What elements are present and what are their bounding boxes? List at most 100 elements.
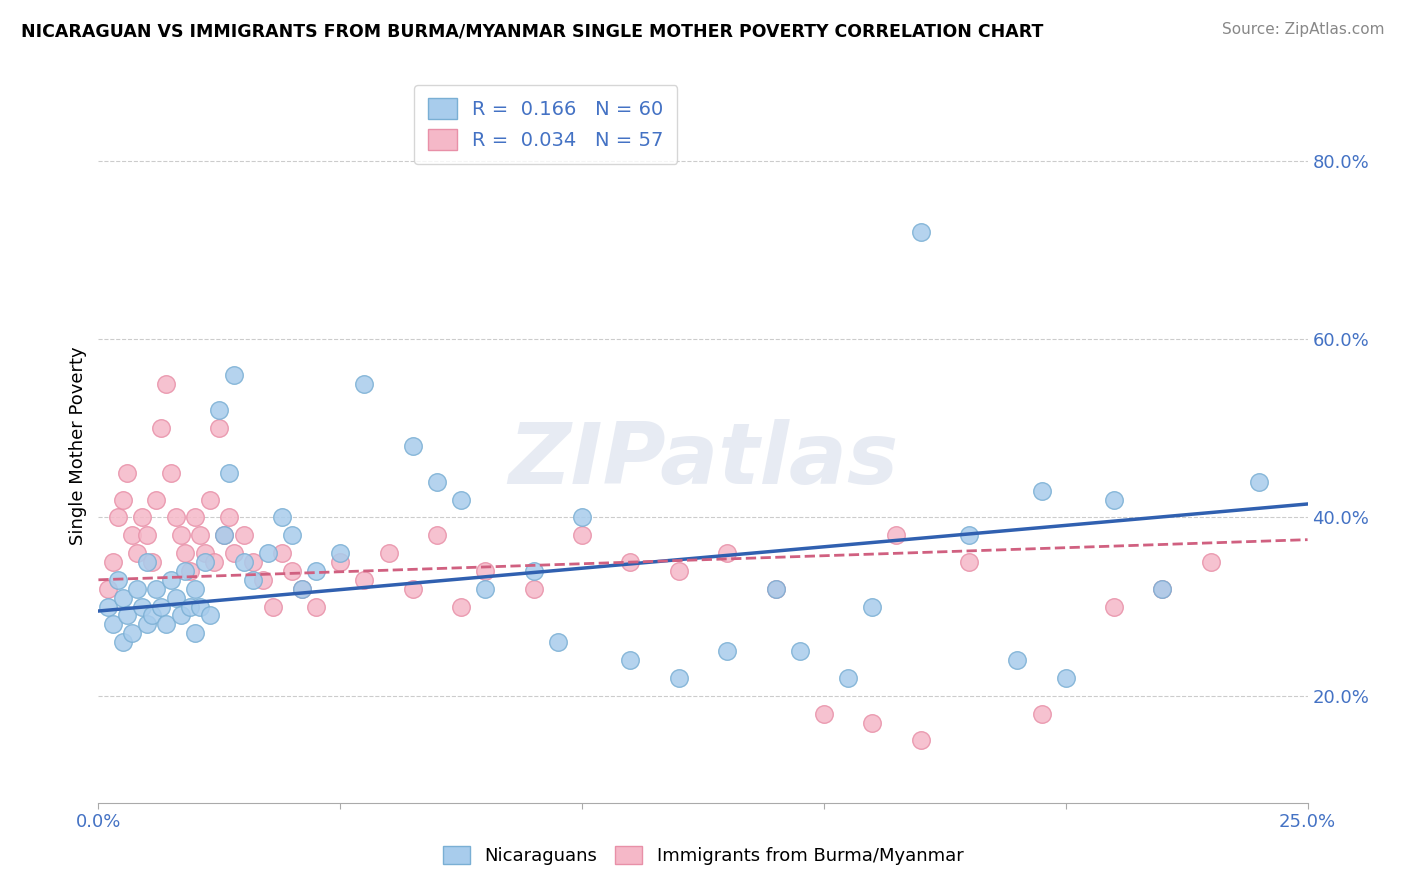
Point [256,546,278,560]
Point [107,573,129,587]
Point [571,528,593,542]
Point [155,617,177,632]
Point [571,510,593,524]
Point [450,599,472,614]
Point [1199,555,1222,569]
Point [1031,483,1053,498]
Point [957,528,980,542]
Point [198,608,221,623]
Point [97,582,120,596]
Point [886,528,908,542]
Legend: Nicaraguans, Immigrants from Burma/Myanmar: Nicaraguans, Immigrants from Burma/Myanm… [436,838,970,872]
Point [222,368,245,382]
Point [222,546,245,560]
Point [290,582,312,596]
Point [281,528,304,542]
Point [957,555,980,569]
Point [150,421,173,435]
Point [1249,475,1271,489]
Point [765,582,787,596]
Point [127,582,149,596]
Point [523,582,546,596]
Point [252,573,274,587]
Point [184,626,207,640]
Point [329,555,352,569]
Point [208,403,231,417]
Point [212,528,235,542]
Point [150,599,173,614]
Point [141,555,163,569]
Text: Source: ZipAtlas.com: Source: ZipAtlas.com [1222,22,1385,37]
Point [716,644,738,658]
Point [765,582,787,596]
Point [402,439,425,453]
Point [523,564,546,578]
Point [135,555,157,569]
Point [353,573,375,587]
Point [474,582,496,596]
Point [1102,492,1125,507]
Point [910,225,932,239]
Point [111,492,134,507]
Point [179,599,201,614]
Point [426,528,449,542]
Point [232,555,254,569]
Point [281,564,304,578]
Point [204,555,226,569]
Point [212,528,235,542]
Point [145,582,167,596]
Point [188,599,211,614]
Point [910,733,932,747]
Point [474,564,496,578]
Point [290,582,312,596]
Point [716,546,738,560]
Point [547,635,569,649]
Point [160,466,183,480]
Point [619,653,641,667]
Point [165,510,187,524]
Point [111,591,134,605]
Point [184,582,207,596]
Point [174,546,197,560]
Point [179,564,201,578]
Point [353,376,375,391]
Point [619,555,641,569]
Point [121,626,143,640]
Point [145,492,167,507]
Point [135,528,157,542]
Point [860,715,883,730]
Point [377,546,399,560]
Point [305,599,328,614]
Point [107,510,129,524]
Point [101,555,124,569]
Y-axis label: Single Mother Poverty: Single Mother Poverty [69,347,87,545]
Point [165,591,187,605]
Point [131,510,153,524]
Point [668,671,690,685]
Point [271,546,294,560]
Point [837,671,859,685]
Point [1007,653,1029,667]
Point [117,608,139,623]
Point [402,582,425,596]
Point [131,599,153,614]
Point [329,546,352,560]
Point [194,555,217,569]
Point [127,546,149,560]
Point [1152,582,1174,596]
Point [1102,599,1125,614]
Point [188,528,211,542]
Point [305,564,328,578]
Point [232,528,254,542]
Point [184,510,207,524]
Point [1031,706,1053,721]
Point [208,421,231,435]
Point [426,475,449,489]
Point [271,510,294,524]
Point [860,599,883,614]
Point [262,599,284,614]
Point [169,608,191,623]
Point [141,608,163,623]
Point [198,492,221,507]
Point [117,466,139,480]
